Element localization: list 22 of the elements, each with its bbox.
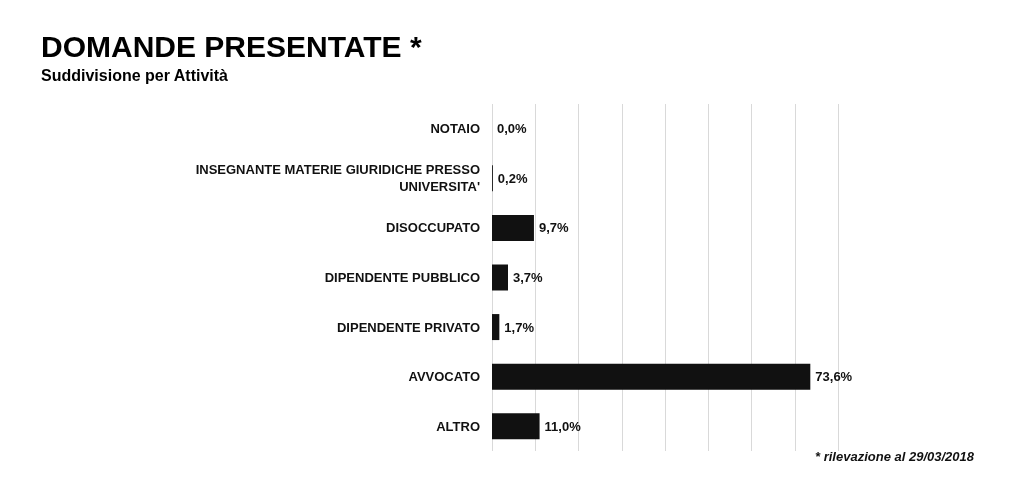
bar [492, 413, 540, 440]
bar [492, 214, 534, 241]
text: DOMANDE PRESENTATE * [41, 29, 422, 63]
bar [492, 264, 508, 291]
text: Suddivisione per Attività [41, 66, 229, 84]
y-tick-label: ALTRO [436, 418, 480, 434]
bar [492, 363, 811, 390]
y-tick-label: DIPENDENTE PRIVATO [336, 319, 480, 335]
y-tick-label: INSEGNANTE MATERIE GIURIDICHE PRESSO UNIVERSITA' [195, 162, 480, 195]
data-label: 1,7% [504, 319, 535, 335]
y-tick-label: DIPENDENTE PUBBLICO [324, 270, 480, 285]
y-tick-label: NOTAIO [430, 121, 480, 137]
data-label: 9,7% [538, 220, 570, 236]
data-label: 73,6% [815, 369, 853, 385]
data-label: 0,0% [497, 121, 528, 137]
data-label: 11,0% [544, 418, 582, 434]
data-label: 3,7% [513, 270, 544, 285]
y-tick-label: AVVOCATO [408, 369, 480, 385]
annotation: * rilevazione al 29/03/2018 [815, 449, 975, 464]
data-label: 0,2% [497, 170, 528, 186]
bar [492, 314, 500, 341]
y-tick-label: DISOCCUPATO [386, 220, 480, 236]
